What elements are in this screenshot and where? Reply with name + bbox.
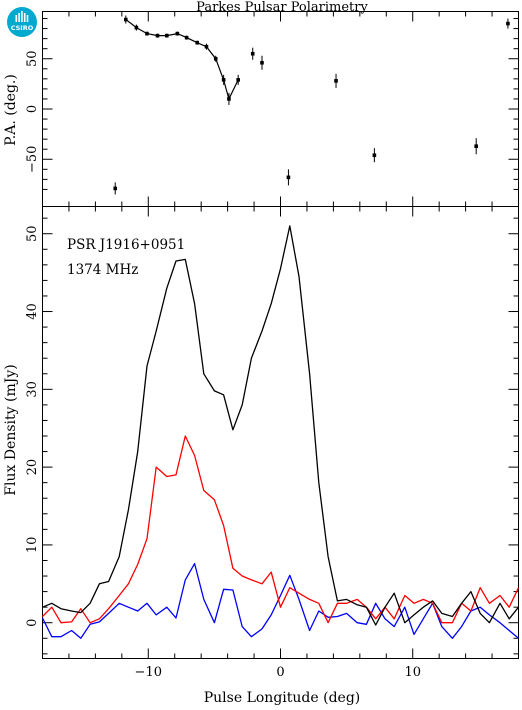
pa-point: [134, 24, 139, 31]
pa-point: [506, 18, 510, 29]
flux-y-tick-label: 0: [25, 619, 40, 627]
pa-marker: [204, 44, 209, 49]
pa-point: [221, 74, 226, 85]
pa-axes: −50 0 50: [25, 11, 519, 207]
pa-point: [164, 33, 169, 38]
flux-series-line: [41, 562, 519, 639]
pulsar-name-annotation: PSR J1916+0951: [67, 237, 185, 253]
pa-marker: [195, 40, 199, 45]
pa-point: [286, 169, 291, 186]
pa-marker: [145, 31, 149, 36]
pa-point: [124, 15, 128, 24]
pa-point: [175, 31, 180, 36]
pa-marker: [372, 153, 377, 158]
pa-marker: [213, 56, 218, 61]
pa-point: [155, 33, 160, 38]
pa-marker: [155, 33, 160, 38]
pa-points: [113, 15, 510, 195]
pa-point: [236, 74, 240, 85]
x-axis-label: Pulse Longitude (deg): [204, 690, 361, 706]
pa-marker: [134, 25, 139, 30]
pa-marker: [113, 186, 118, 191]
flux-series-line: [42, 225, 520, 626]
pa-marker: [474, 144, 478, 148]
pa-marker: [506, 21, 510, 26]
pa-marker: [286, 175, 291, 180]
pa-point: [113, 182, 118, 195]
chart-title: Parkes Pulsar Polarimetry: [196, 0, 368, 15]
x-tick-label: −10: [135, 665, 162, 680]
pa-point: [260, 55, 264, 70]
csiro-logo: CSIRO: [7, 7, 37, 37]
x-tick-label: 0: [276, 665, 284, 680]
pa-fit-line: [125, 19, 239, 101]
pa-marker: [184, 35, 189, 40]
flux-series: [41, 225, 520, 639]
pa-y-tick-label: 50: [25, 50, 40, 67]
pa-point: [184, 35, 189, 40]
pa-marker: [175, 31, 180, 36]
pa-panel: −50 0 50 P.A. (deg.): [3, 11, 519, 207]
flux-series-line: [42, 435, 520, 624]
pa-point: [372, 148, 377, 163]
logo-text: CSIRO: [11, 24, 34, 32]
pa-marker: [221, 78, 226, 82]
pa-point: [213, 55, 218, 62]
pa-y-tick-label: 0: [25, 105, 40, 113]
flux-y-tick-label: 20: [25, 459, 40, 476]
flux-panel: 0 10 20 30 40 50 −10 0 10 PSR J1916+0951 1374 MH…: [3, 206, 520, 706]
flux-y-axis-label: Flux Density (mJy): [3, 364, 19, 495]
pa-marker: [124, 17, 128, 22]
pa-point: [195, 40, 199, 45]
pa-marker: [227, 97, 231, 101]
pa-point: [145, 31, 149, 36]
pa-panel-frame: [42, 11, 519, 207]
pa-marker: [260, 60, 264, 65]
logo-bars-icon: [15, 11, 29, 22]
pa-marker: [250, 51, 255, 56]
pa-fit-curve: [125, 19, 239, 101]
pa-y-tick-label: −50: [25, 146, 40, 173]
flux-y-tick-label: 30: [25, 381, 40, 398]
flux-axes: 0 10 20 30 40 50 −10 0 10: [25, 206, 519, 680]
pa-y-axis-label: P.A. (deg.): [3, 74, 19, 146]
pa-point: [334, 73, 338, 88]
pa-point: [204, 43, 209, 50]
pa-marker: [164, 33, 169, 38]
pa-point: [250, 47, 255, 60]
pa-marker: [334, 79, 338, 83]
flux-y-tick-label: 50: [25, 225, 40, 242]
frequency-annotation: 1374 MHz: [67, 262, 138, 278]
pa-marker: [236, 78, 240, 82]
flux-y-tick-label: 40: [25, 303, 40, 320]
pa-point: [227, 92, 231, 105]
pa-point: [474, 138, 478, 155]
flux-y-tick-label: 10: [25, 537, 40, 554]
x-tick-label: 10: [404, 665, 421, 680]
